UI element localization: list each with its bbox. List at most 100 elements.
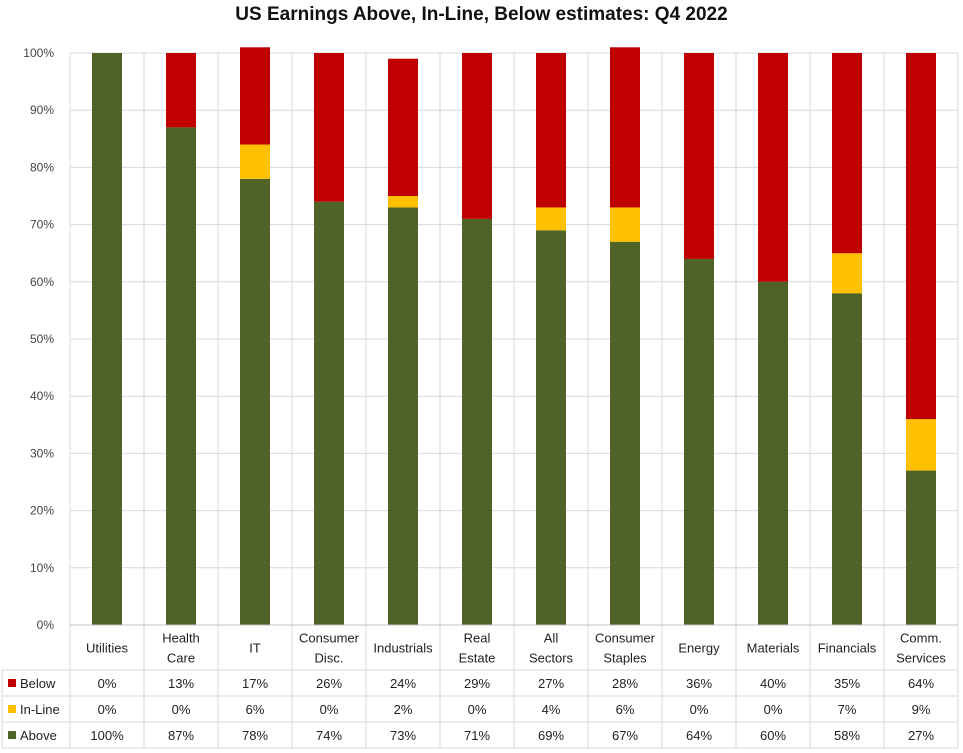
table-cell: 100% (90, 728, 124, 743)
table-cell: 64% (686, 728, 712, 743)
y-tick-label: 100% (23, 46, 54, 60)
table-cell: 9% (912, 702, 931, 717)
category-label: Comm. (900, 631, 942, 646)
bar-above (166, 127, 196, 626)
bar-above (684, 258, 714, 625)
bar-below (610, 47, 640, 208)
table-cell: 0% (764, 702, 783, 717)
table-cell: 24% (390, 676, 416, 691)
legend-label: Below (20, 676, 56, 691)
category-label: Energy (678, 641, 720, 656)
category-label: Industrials (373, 641, 433, 656)
category-label: Staples (603, 651, 647, 666)
legend-swatch-above (8, 731, 16, 739)
y-tick-label: 0% (37, 618, 55, 632)
bar-above (906, 470, 936, 625)
legend-label: In-Line (20, 702, 60, 717)
table-cell: 36% (686, 676, 712, 691)
table-cell: 35% (834, 676, 860, 691)
bar-above (314, 201, 344, 625)
table-cell: 0% (690, 702, 709, 717)
bar-below (906, 53, 936, 420)
table-cell: 6% (246, 702, 265, 717)
bar-below (166, 53, 196, 128)
table-cell: 26% (316, 676, 342, 691)
bar-in-line (240, 144, 270, 179)
category-label: All (544, 631, 559, 646)
category-label: Consumer (595, 631, 656, 646)
bar-in-line (610, 207, 640, 242)
bar-below (388, 58, 418, 196)
bar-below (758, 53, 788, 282)
category-label: IT (249, 641, 261, 656)
table-cell: 64% (908, 676, 934, 691)
bar-below (240, 47, 270, 145)
bar-below (314, 53, 344, 202)
table-cell: 0% (98, 702, 117, 717)
table-cell: 0% (320, 702, 339, 717)
category-label: Services (896, 651, 946, 666)
category-label: Estate (459, 651, 496, 666)
table-cell: 7% (838, 702, 857, 717)
category-label: Sectors (529, 651, 574, 666)
bar-below (832, 53, 862, 254)
bar-in-line (832, 253, 862, 294)
bar-above (388, 207, 418, 625)
legend-swatch-below (8, 679, 16, 687)
category-label: Care (167, 651, 195, 666)
category-label: Utilities (86, 641, 128, 656)
category-label: Real (464, 631, 491, 646)
category-label: Financials (818, 641, 877, 656)
category-label: Disc. (315, 651, 344, 666)
table-cell: 40% (760, 676, 786, 691)
table-cell: 78% (242, 728, 268, 743)
table-cell: 0% (468, 702, 487, 717)
bar-in-line (388, 196, 418, 208)
y-tick-label: 90% (30, 103, 54, 117)
table-cell: 71% (464, 728, 490, 743)
y-tick-label: 30% (30, 446, 54, 460)
table-cell: 74% (316, 728, 342, 743)
table-cell: 67% (612, 728, 638, 743)
bar-above (462, 218, 492, 625)
bar-above (536, 230, 566, 625)
table-cell: 4% (542, 702, 561, 717)
bar-in-line (906, 419, 936, 471)
table-cell: 27% (908, 728, 934, 743)
y-tick-label: 60% (30, 275, 54, 289)
y-tick-label: 10% (30, 561, 54, 575)
y-tick-label: 70% (30, 218, 54, 232)
y-tick-label: 80% (30, 160, 54, 174)
table-cell: 6% (616, 702, 635, 717)
bar-below (684, 53, 714, 259)
table-cell: 0% (98, 676, 117, 691)
bar-above (240, 178, 270, 625)
table-cell: 69% (538, 728, 564, 743)
table-cell: 27% (538, 676, 564, 691)
table-cell: 87% (168, 728, 194, 743)
table-cell: 60% (760, 728, 786, 743)
y-tick-label: 50% (30, 332, 54, 346)
y-tick-label: 40% (30, 389, 54, 403)
category-label: Consumer (299, 631, 360, 646)
table-cell: 0% (172, 702, 191, 717)
table-cell: 28% (612, 676, 638, 691)
y-tick-label: 20% (30, 504, 54, 518)
table-cell: 17% (242, 676, 268, 691)
bar-in-line (536, 207, 566, 231)
table-cell: 73% (390, 728, 416, 743)
table-cell: 2% (394, 702, 413, 717)
legend-label: Above (20, 728, 57, 743)
bar-above (610, 241, 640, 625)
chart-title: US Earnings Above, In-Line, Below estima… (235, 4, 728, 25)
category-label: Materials (747, 641, 800, 656)
table-cell: 13% (168, 676, 194, 691)
bar-above (92, 53, 122, 625)
bar-below (536, 53, 566, 208)
category-label: Health (162, 631, 200, 646)
table-cell: 29% (464, 676, 490, 691)
bar-below (462, 53, 492, 219)
bar-above (832, 293, 862, 625)
bar-above (758, 281, 788, 625)
